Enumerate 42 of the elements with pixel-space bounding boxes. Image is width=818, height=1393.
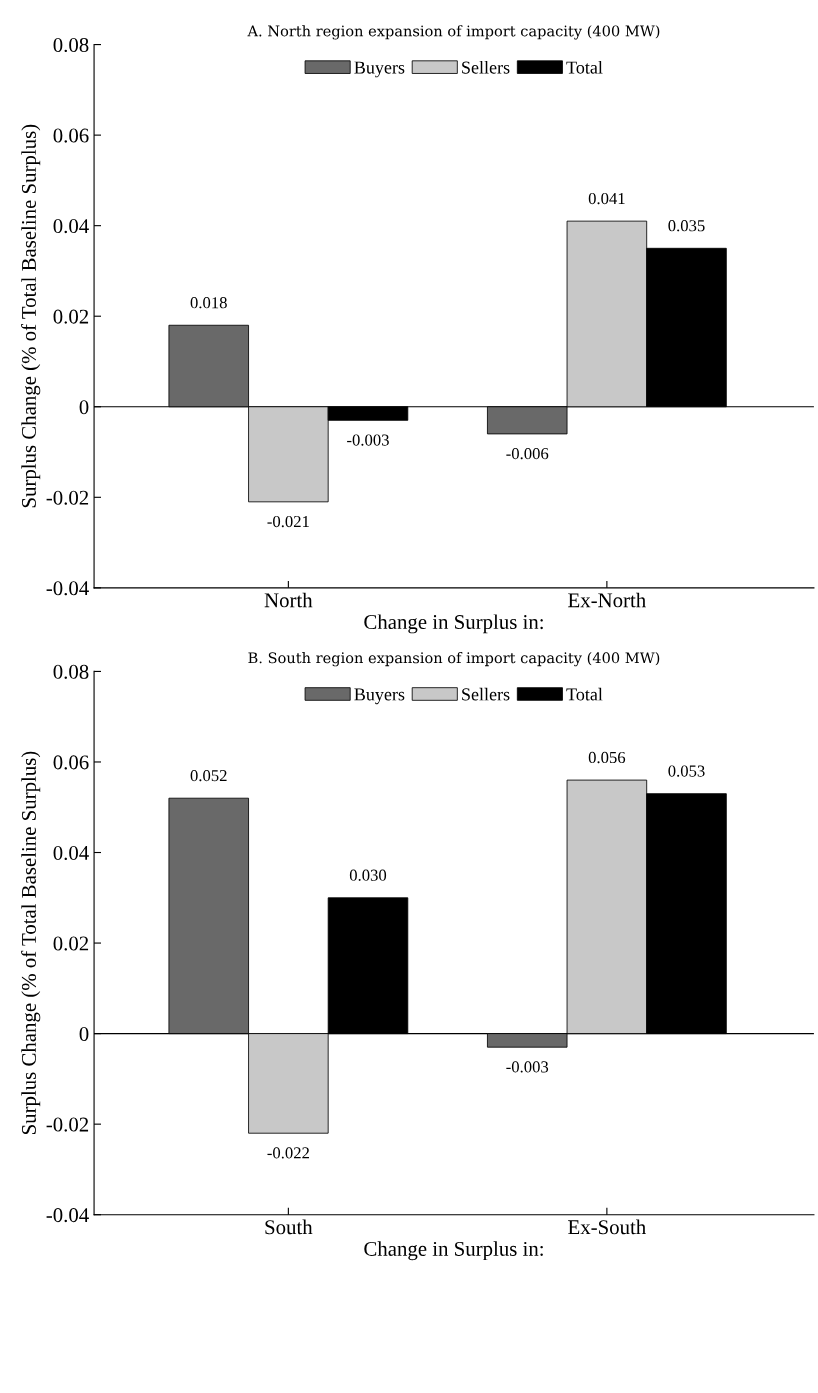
x-axis-title: Change in Surplus in:: [364, 614, 543, 634]
y-tick-label: 0.02: [53, 936, 89, 951]
legend-label: Buyers: [354, 688, 405, 705]
y-tick-label: 0.02: [53, 309, 89, 324]
text: -0.022: [267, 1147, 309, 1159]
y-tick-label: 0: [79, 1026, 89, 1042]
y-tick-label: 0.06: [53, 755, 89, 770]
text: 0.041: [588, 192, 625, 205]
legend-label: Buyers: [354, 61, 405, 78]
y-axis-title: Surplus Change (% of Total Baseline Surplus): [21, 751, 41, 1135]
chart-title: B. South region expansion of import capacity (400 MW): [248, 652, 660, 667]
x-tick-label: Ex-South: [568, 1219, 646, 1235]
x-axis-title: Change in Surplus in:: [364, 1241, 543, 1261]
legend-label: Sellers: [462, 60, 510, 74]
text: 0.056: [588, 751, 626, 764]
text: -0.006: [506, 447, 549, 460]
text: -0.003: [347, 434, 389, 446]
y-tick-label: 0: [79, 400, 89, 415]
text: 0.018: [190, 297, 227, 309]
text: -0.021: [267, 515, 309, 528]
y-tick-label: -0.02: [46, 490, 89, 505]
text: 0.052: [190, 769, 227, 782]
y-tick-label: 0.04: [53, 219, 89, 234]
y-axis-title: Surplus Change (% of Total Baseline Surplus): [21, 124, 41, 508]
y-tick-label: -0.02: [46, 1117, 89, 1132]
x-tick-label: South: [265, 1219, 313, 1235]
y-tick-label: 0.08: [53, 664, 89, 679]
text: 0.030: [349, 869, 387, 881]
y-tick-label: -0.04: [46, 581, 89, 596]
y-tick-label: 0.04: [53, 845, 89, 861]
y-tick-label: -0.04: [46, 1208, 89, 1223]
legend-label: Total: [566, 687, 603, 701]
legend-label: Total: [566, 60, 603, 74]
x-tick-label: North: [264, 592, 313, 608]
text: -0.003: [506, 1061, 549, 1073]
text: 0.053: [668, 765, 705, 777]
text: 0.035: [668, 220, 705, 232]
y-tick-label: 0.08: [53, 37, 89, 53]
chart-title: A. North region expansion of import capacity (400 MW): [247, 25, 660, 40]
x-tick-label: Ex-North: [568, 592, 646, 608]
y-tick-label: 0.06: [53, 128, 89, 143]
legend-label: Sellers: [462, 687, 510, 701]
